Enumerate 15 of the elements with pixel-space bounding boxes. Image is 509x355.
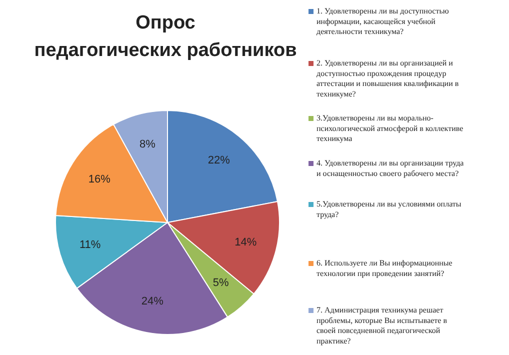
data-label: 24%	[141, 296, 164, 308]
data-label: 16%	[88, 173, 111, 186]
legend-label: 3.Удовлетворены ли вы морально-психологической атмосферой в коллективе техникума	[316, 114, 464, 144]
legend-label: 7. Администрация техникума решает проблемы, которые Вы испытываете в своей повседневной педагогической практике?	[316, 306, 448, 346]
data-label: 11%	[79, 239, 101, 251]
data-label: 22%	[208, 154, 230, 166]
data-label: 14%	[234, 236, 257, 249]
legend-label: 6. Используете ли Вы информационные технологии при проведении занятий?	[316, 258, 453, 278]
legend-label: 4. Удовлетворены ли вы организации труда и оснащенностью своего рабочего места?	[316, 158, 464, 178]
data-label: 5%	[212, 276, 229, 289]
text: Опрос педагогических работников	[34, 12, 297, 61]
legend-label: 2. Удовлетворены ли вы организацией и доступностью прохождения процедур аттестации и повышения квалификации в техникуме?	[316, 58, 459, 99]
legend-label: 5.Удовлетворены ли вы условиями оплаты труда?	[316, 200, 462, 219]
legend-label: 1. Удовлетворены ли вы доступностью информации, касающейся учебной деятельности техникума?	[316, 6, 449, 36]
data-label: 8%	[139, 138, 156, 150]
